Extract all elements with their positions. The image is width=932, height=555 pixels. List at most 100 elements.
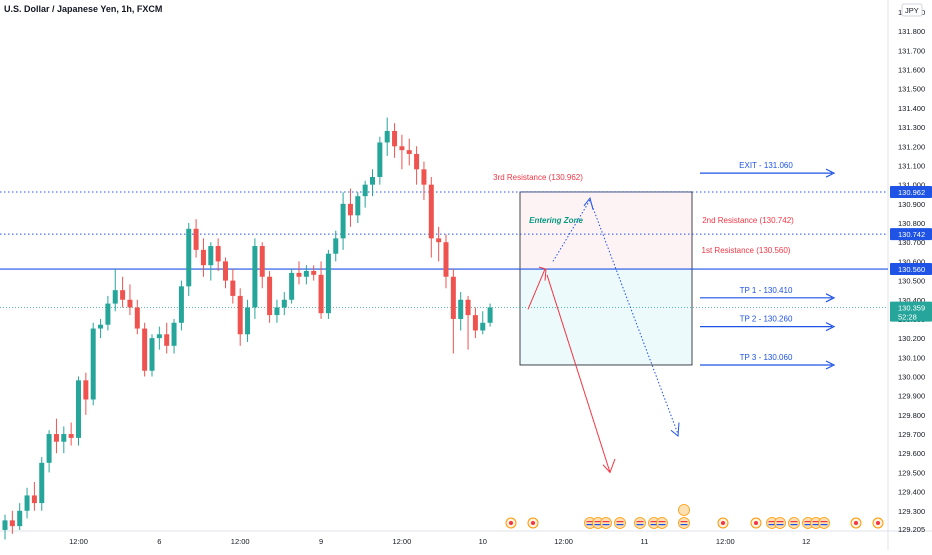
- candle-body[interactable]: [458, 299, 464, 319]
- candle-body[interactable]: [208, 246, 214, 266]
- candle-body[interactable]: [215, 246, 221, 262]
- candle-body[interactable]: [9, 520, 15, 527]
- candle-body[interactable]: [200, 249, 206, 266]
- tp2-level-label: TP 2 - 130.260: [740, 315, 793, 324]
- price-tag-1: 130.742: [898, 230, 925, 239]
- candle-body[interactable]: [17, 510, 23, 527]
- candle-body[interactable]: [171, 322, 177, 346]
- price-tick-label: 129.600: [898, 449, 925, 458]
- sell-zone-box[interactable]: [519, 191, 693, 270]
- candle-body[interactable]: [193, 228, 199, 250]
- candle-body[interactable]: [392, 130, 398, 147]
- candle-body[interactable]: [134, 307, 140, 329]
- candle-body[interactable]: [105, 303, 111, 325]
- candle-body[interactable]: [370, 176, 375, 185]
- blue-dotted-path[interactable]: [552, 198, 679, 435]
- candle-body[interactable]: [340, 203, 346, 239]
- candle-body[interactable]: [384, 130, 390, 143]
- flag-stripe: [776, 524, 784, 526]
- candle-body[interactable]: [465, 299, 471, 316]
- candle-body[interactable]: [61, 434, 67, 442]
- economic-event-dot: [721, 521, 725, 525]
- candle-body[interactable]: [83, 380, 89, 400]
- us-flag-event-icon[interactable]: [614, 517, 626, 529]
- candle-body[interactable]: [333, 238, 339, 254]
- candle-body[interactable]: [355, 196, 361, 216]
- candle-body[interactable]: [259, 246, 265, 277]
- candle-body[interactable]: [318, 274, 324, 314]
- candle-body[interactable]: [480, 322, 486, 331]
- price-tag-2: 130.560: [898, 265, 925, 274]
- candle-body[interactable]: [274, 307, 280, 316]
- candle-body[interactable]: [267, 276, 273, 316]
- candle-body[interactable]: [399, 146, 405, 151]
- us-flag-event-icon[interactable]: [818, 517, 830, 529]
- candle-body[interactable]: [428, 184, 434, 239]
- candle-body[interactable]: [31, 495, 37, 504]
- candle-body[interactable]: [472, 315, 478, 331]
- tp3-level-label: TP 3 - 130.060: [740, 353, 793, 362]
- candle-body[interactable]: [414, 153, 420, 170]
- candle-body[interactable]: [98, 324, 104, 329]
- candle-body[interactable]: [406, 150, 412, 154]
- red-arrow-down[interactable]: [546, 274, 611, 473]
- candle-body[interactable]: [164, 334, 170, 346]
- candle-body[interactable]: [112, 290, 118, 304]
- candle-body[interactable]: [296, 272, 302, 277]
- tp2-level-arrowhead: [825, 322, 836, 332]
- candle-body[interactable]: [2, 520, 8, 530]
- candle-body[interactable]: [149, 338, 155, 371]
- candle-body[interactable]: [281, 299, 287, 308]
- us-flag-event-icon[interactable]: [678, 504, 690, 516]
- price-tick-label: 129.900: [898, 392, 925, 401]
- time-tick-label: 10: [479, 537, 487, 546]
- candle-body[interactable]: [127, 299, 133, 308]
- candle-body[interactable]: [24, 495, 30, 511]
- candle-body[interactable]: [142, 328, 148, 371]
- candle-body[interactable]: [68, 434, 74, 438]
- price-tick-label: 130.700: [898, 238, 925, 247]
- candle-body[interactable]: [76, 380, 81, 438]
- candle-body[interactable]: [362, 184, 368, 197]
- candle-body[interactable]: [436, 238, 442, 243]
- candle-body[interactable]: [178, 286, 184, 323]
- candle-body[interactable]: [90, 328, 96, 400]
- candle-body[interactable]: [245, 307, 251, 335]
- candle-body[interactable]: [347, 203, 353, 216]
- candle-body[interactable]: [377, 142, 383, 177]
- us-flag-event-icon[interactable]: [600, 517, 612, 529]
- candle-body[interactable]: [443, 242, 449, 277]
- candle-body[interactable]: [289, 272, 295, 300]
- us-flag-event-icon[interactable]: [774, 517, 786, 529]
- buy-zone-box[interactable]: [519, 268, 693, 366]
- candle-body[interactable]: [46, 434, 52, 463]
- us-flag-event-icon[interactable]: [634, 517, 646, 529]
- candle-body[interactable]: [421, 169, 427, 185]
- price-tick-label: 131.100: [898, 161, 925, 170]
- candle-body[interactable]: [325, 253, 331, 314]
- candle-body[interactable]: [237, 295, 243, 335]
- candle-body[interactable]: [252, 246, 258, 308]
- us-flag-event-icon[interactable]: [788, 517, 800, 529]
- candle-body[interactable]: [450, 276, 456, 319]
- candle-body[interactable]: [120, 290, 126, 300]
- price-tick-label: 130.600: [898, 257, 925, 266]
- candle-body[interactable]: [39, 462, 45, 504]
- price-tag-0-bg: [890, 185, 932, 198]
- red-arrow-up[interactable]: [527, 268, 546, 310]
- candle-body[interactable]: [230, 280, 236, 296]
- candle-body[interactable]: [53, 434, 59, 442]
- candle-body[interactable]: [186, 228, 192, 287]
- currency-badge[interactable]: [901, 3, 923, 17]
- economic-event-dot: [754, 521, 758, 525]
- candle-body[interactable]: [156, 334, 162, 339]
- candle-body[interactable]: [487, 307, 493, 323]
- candle-body[interactable]: [311, 270, 317, 275]
- candle-body[interactable]: [223, 261, 228, 281]
- candle-body[interactable]: [303, 270, 309, 277]
- economic-event-dot: [509, 521, 513, 525]
- us-flag-event-icon[interactable]: [656, 517, 668, 529]
- us-flag-event-icon[interactable]: [678, 517, 690, 529]
